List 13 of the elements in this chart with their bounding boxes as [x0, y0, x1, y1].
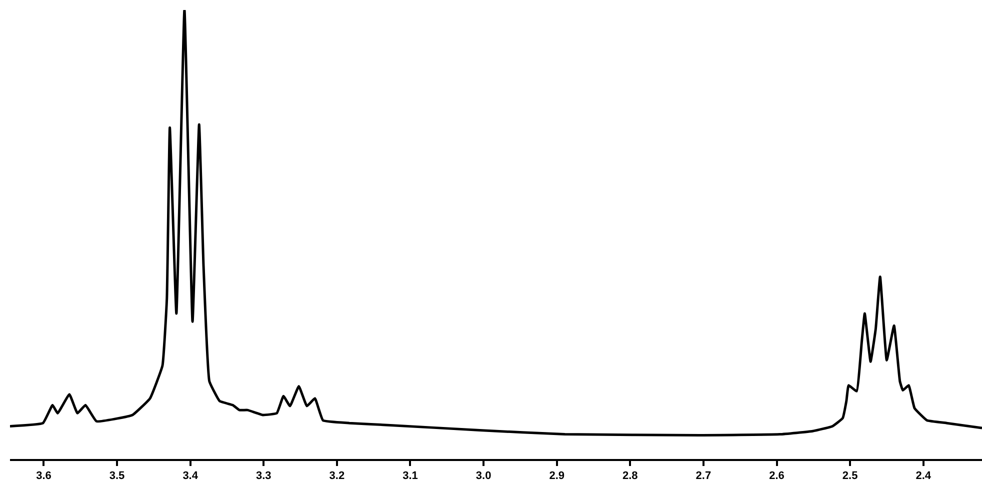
x-tick-label: 3.4	[182, 470, 199, 482]
x-tick-label: 3.2	[329, 470, 345, 482]
x-tick-label: 3.3	[256, 470, 272, 482]
x-tick-label: 2.6	[769, 470, 784, 482]
x-tick-label: 2.7	[696, 470, 712, 482]
x-tick-label: 3.1	[402, 470, 418, 482]
x-tick-label: 2.8	[622, 470, 638, 482]
x-tick-label: 3.5	[109, 470, 125, 482]
x-tick-label: 2.5	[842, 470, 858, 482]
x-tick-label: 3.0	[476, 470, 492, 482]
x-tick-label: 2.9	[549, 470, 564, 482]
x-tick-label: 3.6	[36, 470, 52, 482]
x-tick-label: 2.4	[916, 470, 932, 482]
